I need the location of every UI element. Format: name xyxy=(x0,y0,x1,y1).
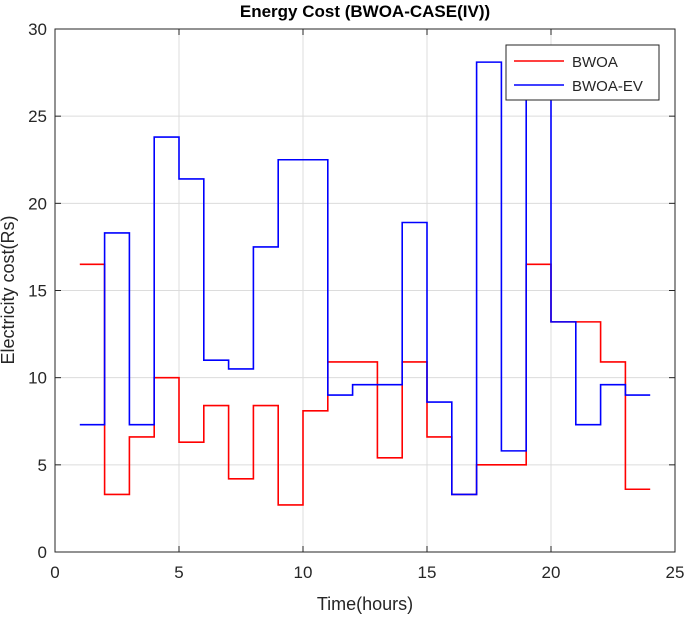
x-tick-label: 15 xyxy=(418,563,437,582)
series-layer xyxy=(79,61,651,506)
x-tick-label: 20 xyxy=(542,563,561,582)
x-tick-label: 10 xyxy=(294,563,313,582)
y-tick-label: 5 xyxy=(38,456,47,475)
chart-title: Energy Cost (BWOA-CASE(IV)) xyxy=(240,2,490,21)
tick-layer: 0 5 10 15 20 25 0 5 10 15 20 25 30 xyxy=(28,20,684,582)
x-axis-label: Time(hours) xyxy=(317,594,413,614)
y-tick-label: 20 xyxy=(28,194,47,213)
x-tick-label: 0 xyxy=(50,563,59,582)
y-axis-label: Electricity cost(Rs) xyxy=(0,215,18,364)
y-tick-label: 10 xyxy=(28,369,47,388)
y-tick-label: 25 xyxy=(28,107,47,126)
legend-label: BWOA-EV xyxy=(572,78,643,95)
x-tick-label: 25 xyxy=(666,563,685,582)
y-tick-label: 0 xyxy=(38,543,47,562)
y-tick-label: 15 xyxy=(28,282,47,301)
series-line-bwoa-ev xyxy=(79,61,651,496)
legend-label: BWOA xyxy=(572,54,618,71)
x-tick-label: 5 xyxy=(174,563,183,582)
legend: BWOA BWOA-EV xyxy=(505,44,660,101)
y-tick-label: 30 xyxy=(28,20,47,39)
legend-box xyxy=(505,44,660,101)
